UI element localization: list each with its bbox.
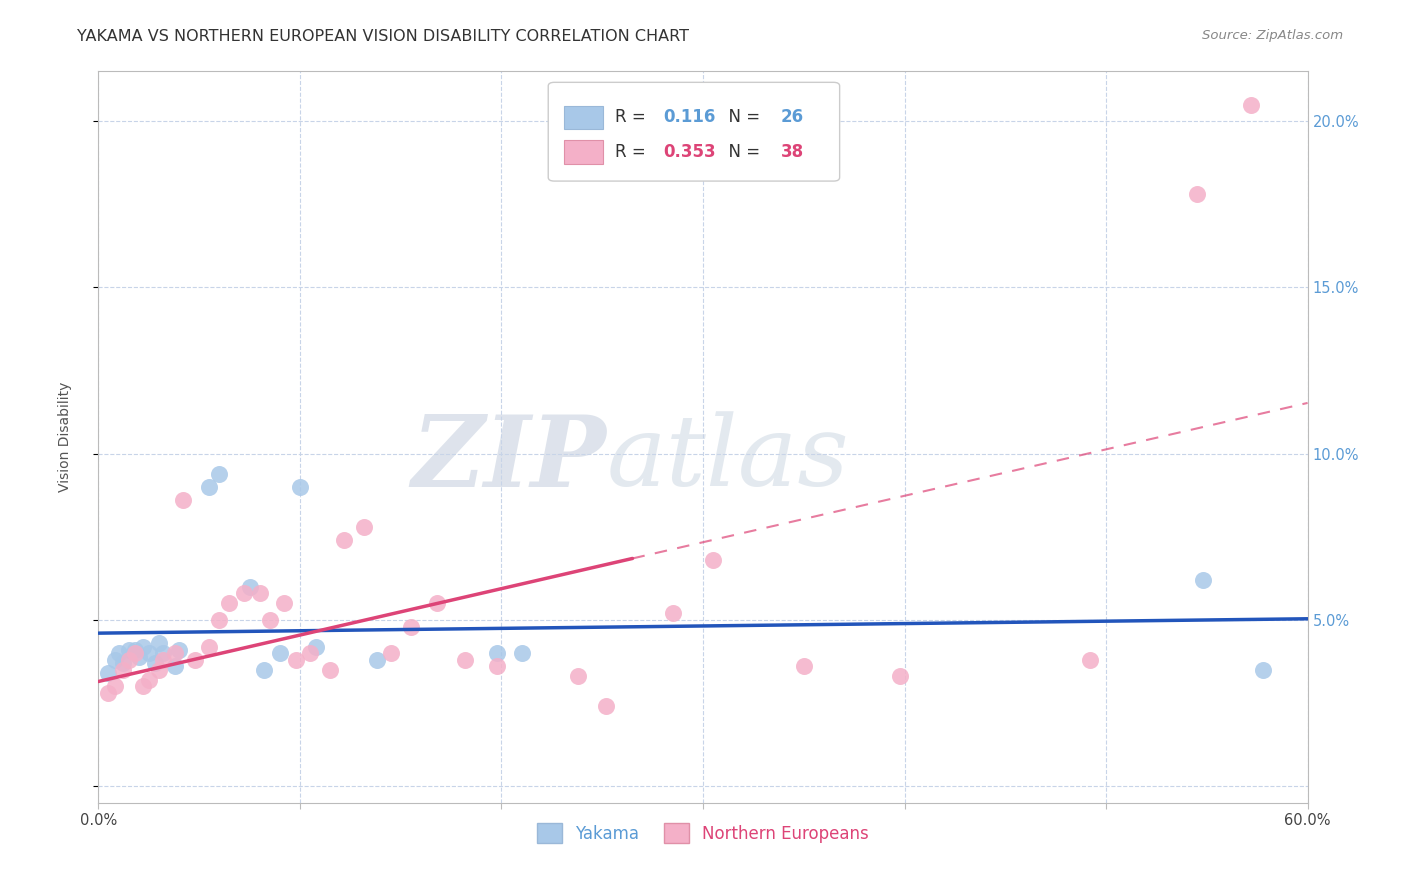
Point: [319, 663, 342, 677]
Point: [1240, 97, 1263, 112]
Point: [595, 699, 617, 714]
FancyBboxPatch shape: [548, 82, 839, 181]
Point: [567, 669, 589, 683]
Text: 26: 26: [780, 109, 803, 127]
Point: [148, 663, 170, 677]
Point: [138, 673, 160, 687]
Point: [1185, 187, 1208, 202]
Point: [333, 533, 356, 548]
Point: [702, 553, 724, 567]
Point: [198, 480, 221, 494]
Point: [486, 659, 509, 673]
Point: [172, 493, 194, 508]
Point: [107, 646, 129, 660]
Point: [284, 653, 307, 667]
FancyBboxPatch shape: [564, 140, 603, 163]
Point: [510, 646, 533, 660]
Point: [454, 653, 477, 667]
Point: [1191, 573, 1213, 587]
Point: [889, 669, 911, 683]
Point: [103, 653, 125, 667]
Point: [249, 586, 271, 600]
Text: atlas: atlas: [606, 411, 849, 507]
Point: [208, 467, 231, 481]
Point: [218, 596, 240, 610]
Text: 38: 38: [780, 143, 803, 161]
Point: [163, 646, 186, 660]
Text: YAKAMA VS NORTHERN EUROPEAN VISION DISABILITY CORRELATION CHART: YAKAMA VS NORTHERN EUROPEAN VISION DISAB…: [77, 29, 689, 44]
Point: [111, 656, 134, 670]
Point: [97, 686, 120, 700]
Point: [198, 640, 221, 654]
FancyBboxPatch shape: [564, 106, 603, 129]
Point: [184, 653, 207, 667]
Point: [111, 663, 134, 677]
Y-axis label: Vision Disability: Vision Disability: [58, 382, 72, 492]
Point: [208, 613, 231, 627]
Point: [118, 643, 141, 657]
Point: [152, 646, 174, 660]
Text: 0.353: 0.353: [664, 143, 716, 161]
Point: [1251, 663, 1274, 677]
Point: [138, 646, 160, 660]
Point: [232, 586, 254, 600]
Point: [366, 653, 388, 667]
Point: [259, 613, 281, 627]
Point: [128, 649, 150, 664]
Point: [97, 666, 120, 681]
Point: [353, 520, 375, 534]
Text: R =: R =: [614, 109, 651, 127]
Text: ZIP: ZIP: [412, 411, 606, 508]
Point: [269, 646, 291, 660]
Point: [288, 480, 311, 494]
Point: [163, 659, 186, 673]
Point: [1078, 653, 1101, 667]
Point: [152, 653, 174, 667]
Point: [299, 646, 322, 660]
Text: N =: N =: [717, 109, 765, 127]
Point: [305, 640, 328, 654]
Text: 0.116: 0.116: [664, 109, 716, 127]
Point: [124, 646, 146, 660]
Text: N =: N =: [717, 143, 765, 161]
Legend: Yakama, Northern Europeans: Yakama, Northern Europeans: [530, 817, 876, 849]
Point: [399, 619, 422, 633]
Point: [793, 659, 815, 673]
Text: R =: R =: [614, 143, 651, 161]
Point: [661, 607, 683, 621]
Point: [103, 680, 125, 694]
Point: [239, 580, 262, 594]
Point: [132, 640, 155, 654]
Point: [143, 656, 166, 670]
Point: [253, 663, 276, 677]
Point: [167, 643, 190, 657]
Point: [426, 596, 449, 610]
Point: [273, 596, 295, 610]
Text: Source: ZipAtlas.com: Source: ZipAtlas.com: [1202, 29, 1343, 42]
Point: [118, 653, 141, 667]
Point: [380, 646, 402, 660]
Point: [132, 680, 155, 694]
Point: [148, 636, 170, 650]
Point: [124, 643, 146, 657]
Point: [486, 646, 509, 660]
